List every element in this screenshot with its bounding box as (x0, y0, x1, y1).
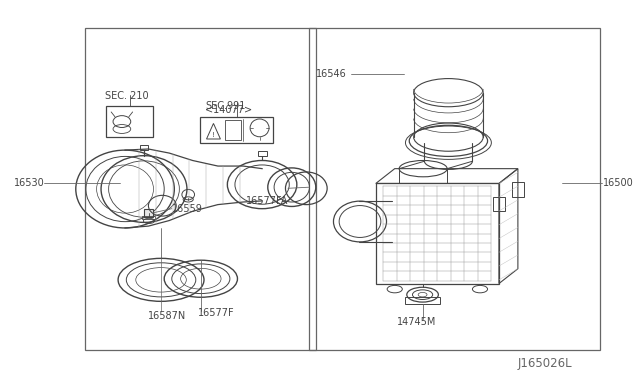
Text: 14745M: 14745M (397, 317, 436, 327)
Text: 16500: 16500 (603, 179, 634, 189)
Text: J165026L: J165026L (518, 357, 573, 371)
Text: 16546: 16546 (316, 69, 346, 79)
Bar (225, 120, 241, 140)
Bar (258, 151, 266, 155)
Bar (405, 297, 440, 304)
Text: !: ! (212, 132, 215, 138)
Text: 16577FA: 16577FA (246, 196, 289, 206)
Bar (511, 182, 524, 197)
Text: <14077>: <14077> (205, 105, 252, 115)
Bar (376, 183, 499, 283)
Bar (142, 217, 156, 219)
Text: SEC. 210: SEC. 210 (105, 92, 148, 102)
Bar (310, 28, 600, 350)
Text: SEC.991: SEC.991 (205, 101, 246, 110)
Bar (140, 145, 148, 150)
Text: 16530: 16530 (14, 179, 45, 189)
Bar (200, 117, 273, 143)
Bar (493, 197, 505, 212)
Text: 16587N: 16587N (148, 311, 187, 321)
Text: 16577F: 16577F (198, 308, 235, 318)
Bar (144, 209, 154, 217)
Text: 16559: 16559 (172, 205, 204, 214)
Bar (106, 106, 154, 137)
